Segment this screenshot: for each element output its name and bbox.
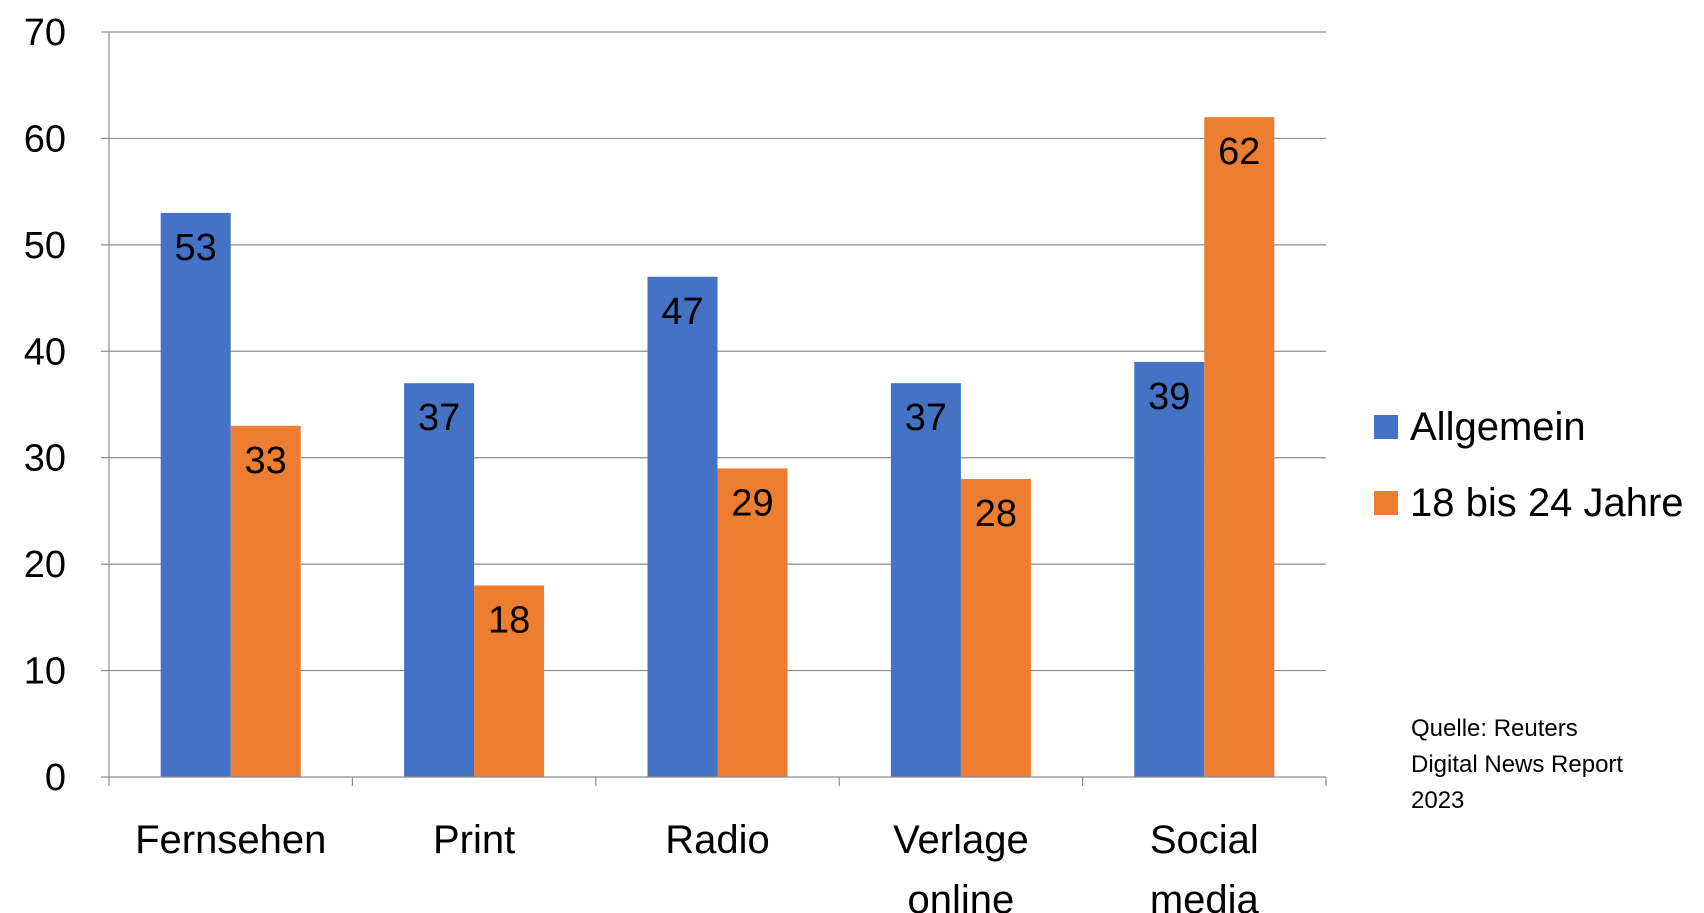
y-tick-label: 30 — [24, 438, 66, 480]
y-tick-label: 50 — [24, 225, 66, 267]
source-line-3: 2023 — [1411, 787, 1464, 814]
x-tick-label: Fernsehen — [135, 818, 326, 862]
bar — [230, 425, 301, 777]
data-label: 53 — [175, 227, 217, 269]
data-label: 33 — [245, 440, 287, 482]
bar — [1134, 361, 1205, 777]
x-tick-label: Verlage — [893, 818, 1029, 862]
bar — [1204, 117, 1275, 777]
x-tick-label: online — [908, 878, 1015, 913]
x-tick-label: Print — [433, 818, 515, 862]
axes: 0 10 20 30 40 50 60 70 Fernsehen Print Radio Verlag… — [24, 12, 1327, 913]
y-tick-label: 0 — [45, 757, 66, 799]
data-label: 37 — [418, 397, 460, 439]
data-label: 39 — [1148, 376, 1190, 418]
data-label: 47 — [661, 291, 703, 333]
bar — [960, 479, 1031, 777]
y-tick-label: 40 — [24, 331, 66, 373]
legend-label-allgemein: Allgemein — [1410, 405, 1586, 449]
bar — [474, 585, 545, 777]
y-tick-label: 10 — [24, 651, 66, 693]
legend: Allgemein 18 bis 24 Jahre — [1374, 405, 1684, 525]
data-label: 62 — [1218, 131, 1260, 173]
data-label: 28 — [975, 493, 1017, 535]
bar — [890, 383, 961, 777]
bar — [647, 276, 718, 777]
y-tick-label: 60 — [24, 118, 66, 160]
x-tick-label: Social — [1150, 818, 1259, 862]
data-labels: 53 33 37 18 47 29 37 28 39 62 — [175, 131, 1261, 641]
source-line-2: Digital News Report — [1411, 751, 1623, 778]
y-tick-label: 70 — [24, 12, 66, 54]
x-tick-label: Radio — [665, 818, 770, 862]
x-tick-label: media — [1150, 878, 1260, 913]
bars — [160, 117, 1275, 777]
bar — [160, 212, 231, 777]
bar — [404, 383, 475, 777]
data-label: 29 — [731, 482, 773, 524]
data-label: 37 — [905, 397, 947, 439]
legend-swatch-18-24 — [1374, 491, 1398, 515]
y-tick-label: 20 — [24, 544, 66, 586]
bar — [717, 468, 788, 777]
data-label: 18 — [488, 599, 530, 641]
source-note: Quelle: Reuters Digital News Report 2023 — [1411, 715, 1623, 814]
source-line-1: Quelle: Reuters — [1411, 715, 1578, 742]
legend-label-18-24: 18 bis 24 Jahre — [1410, 481, 1684, 525]
legend-swatch-allgemein — [1374, 415, 1398, 439]
